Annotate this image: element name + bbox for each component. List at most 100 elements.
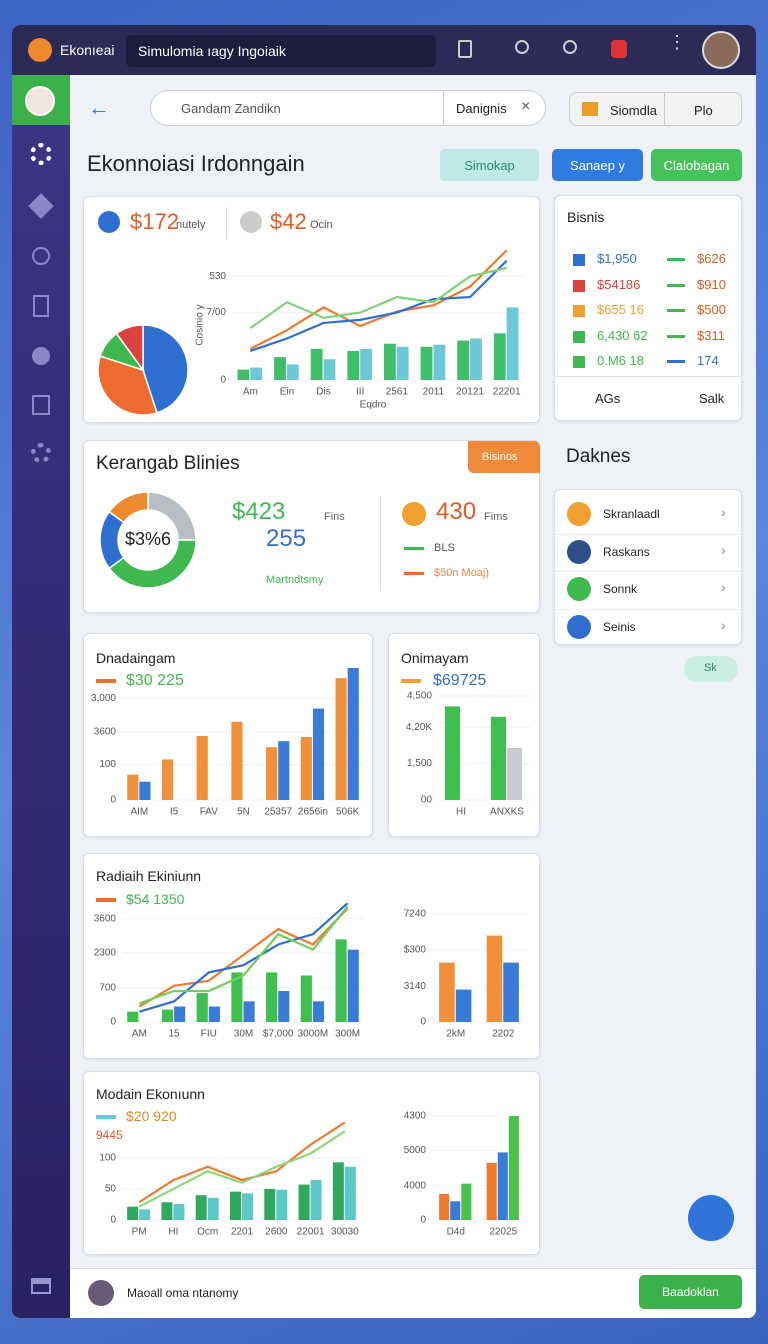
y-tick-label: 700 [99, 983, 116, 994]
x-tick-label: 2561 [386, 387, 409, 398]
row-icon [573, 279, 585, 292]
bar [396, 346, 409, 380]
stat-note: nutely [176, 219, 206, 231]
account-switch[interactable]: Siomdla Plo [569, 92, 742, 126]
bar [266, 972, 278, 1022]
icon[interactable] [32, 247, 50, 265]
action[interactable]: Salk [699, 391, 725, 406]
bar [300, 975, 312, 1022]
row-icon [573, 305, 585, 317]
x-tick-label: ANXKS [490, 807, 524, 818]
section-title: Daknes [566, 446, 631, 467]
line [138, 907, 349, 1008]
donut-center: $3%6 [125, 529, 171, 549]
y-tick-label: 3140 [404, 981, 427, 992]
y-tick-label: 4,20K [406, 722, 432, 733]
panel-title: Dnadaingam [96, 650, 176, 666]
bar [347, 949, 359, 1022]
icon[interactable] [458, 40, 472, 58]
bar [506, 307, 519, 380]
bar [310, 1180, 322, 1220]
bar [174, 1006, 186, 1022]
bar [507, 748, 523, 800]
x-tick-label: 22201 [493, 387, 521, 398]
bar [208, 1006, 220, 1022]
x-tick-label: FAV [200, 807, 218, 818]
x-tick-label: Am [243, 387, 258, 398]
y-tick-label: 5000 [404, 1145, 427, 1156]
x-tick-label: PM [132, 1227, 147, 1238]
icon[interactable] [33, 295, 49, 317]
row-value: $1,950 [597, 251, 637, 266]
y-tick-label: 7/00 [207, 307, 227, 318]
back-button[interactable]: ← [88, 95, 110, 120]
user-name: Maoall oma ntanomy [127, 1286, 239, 1300]
x-tick-label: Ein [280, 387, 294, 398]
bar [347, 350, 360, 380]
x-tick-label: 2011 [423, 387, 445, 398]
search-field[interactable]: Gandam Zandikn Danignis × [150, 90, 546, 126]
list-card: Skranlaadl › Raskans › Sonnk › Seinis › [554, 489, 742, 645]
list-item[interactable]: Sonnk [603, 582, 638, 596]
pill[interactable]: Sk [684, 656, 738, 682]
x-tick-label: 300M [335, 1029, 360, 1040]
icon[interactable] [515, 40, 529, 54]
button[interactable]: Sanaep y [552, 149, 643, 181]
sidebar [12, 75, 70, 1318]
list-icon [567, 577, 591, 601]
avatar[interactable] [702, 31, 740, 69]
button[interactable]: Baadoklan [639, 1275, 742, 1309]
y-tick-label: 4,500 [407, 691, 432, 702]
slice [97, 355, 158, 416]
icon[interactable] [31, 443, 51, 463]
panel: Radiaih Ekiniunn $54 1350 [83, 853, 540, 1059]
bar [486, 935, 503, 1022]
y-tick-label: 7240 [404, 909, 427, 920]
icon[interactable] [563, 40, 577, 54]
stat: 255 [266, 525, 307, 552]
bar [231, 972, 243, 1022]
action[interactable]: AGs [595, 391, 621, 406]
button[interactable]: Simokap [440, 149, 539, 181]
x-tick-label: 2656in [298, 807, 328, 818]
row-value: 0.M6 18 [597, 353, 644, 368]
list-item[interactable]: Raskans [603, 544, 650, 559]
search-bar[interactable]: Simulomia ıagy Ingoiaik [126, 35, 436, 67]
divider [555, 571, 741, 572]
bar [139, 781, 151, 800]
home-icon[interactable] [31, 1278, 51, 1294]
panel-value: $20 920 [126, 1108, 177, 1124]
slice [108, 491, 149, 524]
x-tick-label: 2600 [265, 1227, 288, 1238]
y-tick-label: 100 [99, 1153, 116, 1164]
button[interactable]: Clalobagan [651, 149, 742, 181]
business-card: Kerangab Blinies Bisinos 255 $423 Fins M… [83, 440, 540, 613]
list-icon [567, 502, 591, 526]
bar [161, 759, 174, 800]
stat-note: Martndtsmy [266, 574, 324, 586]
icon[interactable] [611, 40, 627, 58]
stat: $172 [130, 209, 179, 234]
bar [139, 1209, 151, 1220]
x-tick-label: Dis [316, 387, 330, 398]
list-item[interactable]: Seinis [603, 619, 636, 634]
fab[interactable] [688, 1195, 734, 1241]
bar [508, 1116, 519, 1220]
icon[interactable] [32, 395, 50, 415]
bar [127, 1206, 139, 1220]
x-tick-label: 5N [237, 807, 250, 818]
x-tick-label: AM [132, 1029, 147, 1040]
bar [439, 962, 455, 1022]
list-item[interactable]: Skranlaadl [603, 507, 660, 521]
bar [310, 348, 323, 380]
x-tick-label: 30030 [331, 1227, 359, 1238]
x-tick-label: Ocm [197, 1227, 218, 1238]
settings-icon[interactable] [30, 143, 52, 165]
row-icon [573, 356, 585, 368]
chevron: › [721, 579, 726, 595]
list-icon [567, 614, 591, 639]
icon[interactable] [32, 347, 50, 365]
x-tick-label: 506K [336, 807, 360, 818]
y-axis-label: Cosinio y [195, 304, 206, 345]
sidebar-user[interactable] [12, 75, 70, 125]
